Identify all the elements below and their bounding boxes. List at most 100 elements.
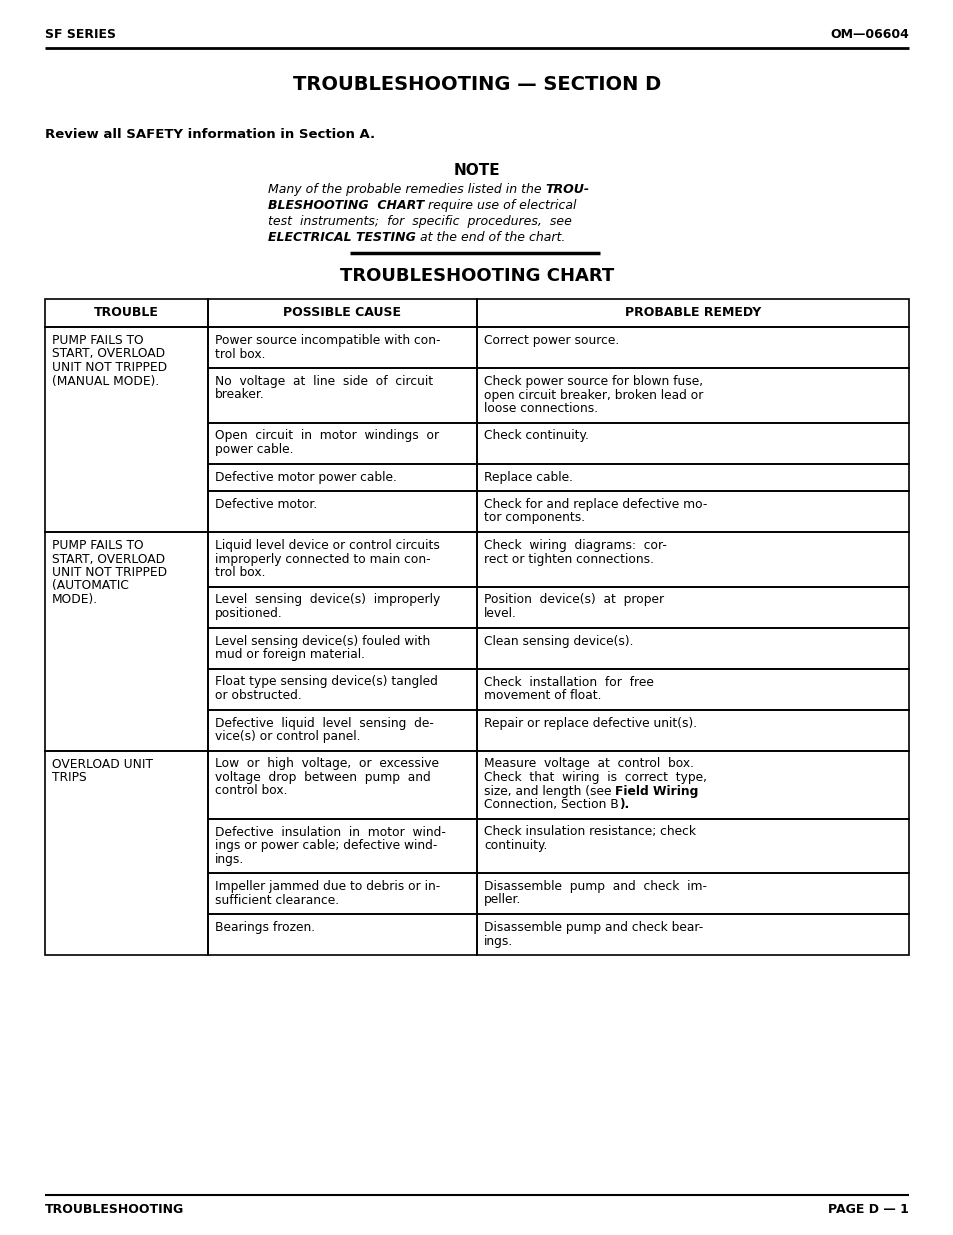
Text: Impeller jammed due to debris or in-: Impeller jammed due to debris or in- — [214, 881, 439, 893]
Text: Field Wiring: Field Wiring — [615, 784, 698, 798]
Text: PROBABLE REMEDY: PROBABLE REMEDY — [624, 305, 760, 319]
Bar — [476, 914, 908, 955]
Bar — [208, 463, 476, 492]
Text: ings.: ings. — [483, 935, 513, 947]
Text: Liquid level device or control circuits: Liquid level device or control circuits — [214, 538, 439, 552]
Text: continuity.: continuity. — [483, 839, 547, 852]
Text: Connection, Section B: Connection, Section B — [483, 798, 618, 811]
Bar — [208, 914, 476, 955]
Text: MODE).: MODE). — [52, 593, 98, 606]
Text: Bearings frozen.: Bearings frozen. — [214, 921, 314, 934]
Text: Check insulation resistance; check: Check insulation resistance; check — [483, 825, 696, 839]
Text: ELECTRICAL TESTING: ELECTRICAL TESTING — [268, 231, 416, 245]
Text: POSSIBLE CAUSE: POSSIBLE CAUSE — [283, 305, 401, 319]
Text: positioned.: positioned. — [214, 606, 282, 620]
Text: level.: level. — [483, 606, 517, 620]
Text: Check for and replace defective mo-: Check for and replace defective mo- — [483, 498, 706, 511]
Bar — [208, 668, 476, 709]
Text: (MANUAL MODE).: (MANUAL MODE). — [52, 374, 159, 388]
Text: TRIPS: TRIPS — [52, 771, 87, 784]
Text: Defective  liquid  level  sensing  de-: Defective liquid level sensing de- — [214, 716, 434, 730]
Bar — [208, 873, 476, 914]
Text: UNIT NOT TRIPPED: UNIT NOT TRIPPED — [52, 566, 167, 579]
Bar — [45, 299, 208, 327]
Text: TROU-: TROU- — [545, 183, 589, 196]
Bar — [208, 327, 476, 368]
Text: ings or power cable; defective wind-: ings or power cable; defective wind- — [214, 839, 436, 852]
Text: TROUBLE: TROUBLE — [94, 305, 159, 319]
Text: (AUTOMATIC: (AUTOMATIC — [52, 579, 129, 593]
Bar — [208, 422, 476, 463]
Text: BLESHOOTING  CHART: BLESHOOTING CHART — [268, 199, 424, 212]
Bar — [476, 463, 908, 492]
Bar — [476, 668, 908, 709]
Text: voltage  drop  between  pump  and: voltage drop between pump and — [214, 771, 431, 784]
Text: PUMP FAILS TO: PUMP FAILS TO — [52, 333, 144, 347]
Text: TROUBLESHOOTING: TROUBLESHOOTING — [45, 1203, 184, 1216]
Bar — [476, 627, 908, 668]
Text: Low  or  high  voltage,  or  excessive: Low or high voltage, or excessive — [214, 757, 438, 771]
Text: Repair or replace defective unit(s).: Repair or replace defective unit(s). — [483, 716, 697, 730]
Text: control box.: control box. — [214, 784, 287, 798]
Text: Correct power source.: Correct power source. — [483, 333, 618, 347]
Text: Defective motor power cable.: Defective motor power cable. — [214, 471, 396, 483]
Bar — [45, 751, 208, 955]
Text: rect or tighten connections.: rect or tighten connections. — [483, 552, 654, 566]
Bar — [476, 873, 908, 914]
Text: Float type sensing device(s) tangled: Float type sensing device(s) tangled — [214, 676, 437, 688]
Text: SF SERIES: SF SERIES — [45, 28, 116, 41]
Bar — [45, 327, 208, 532]
Text: size, and length (see: size, and length (see — [483, 784, 615, 798]
Text: Replace cable.: Replace cable. — [483, 471, 573, 483]
Text: tor components.: tor components. — [483, 511, 584, 525]
Bar — [208, 587, 476, 627]
Text: ings.: ings. — [214, 852, 244, 866]
Bar — [476, 819, 908, 873]
Text: test  instruments;  for  specific  procedures,  see: test instruments; for specific procedure… — [268, 215, 571, 228]
Bar — [476, 299, 908, 327]
Text: vice(s) or control panel.: vice(s) or control panel. — [214, 730, 360, 743]
Text: Check  installation  for  free: Check installation for free — [483, 676, 653, 688]
Bar — [476, 327, 908, 368]
Bar — [476, 532, 908, 587]
Text: Many of the probable remedies listed in the: Many of the probable remedies listed in … — [268, 183, 545, 196]
Text: Level  sensing  device(s)  improperly: Level sensing device(s) improperly — [214, 594, 439, 606]
Bar — [208, 627, 476, 668]
Text: improperly connected to main con-: improperly connected to main con- — [214, 552, 430, 566]
Bar — [476, 422, 908, 463]
Bar — [476, 492, 908, 532]
Text: Disassemble  pump  and  check  im-: Disassemble pump and check im- — [483, 881, 706, 893]
Text: TROUBLESHOOTING — SECTION D: TROUBLESHOOTING — SECTION D — [293, 75, 660, 94]
Text: PUMP FAILS TO: PUMP FAILS TO — [52, 538, 144, 552]
Bar — [208, 532, 476, 587]
Bar — [208, 709, 476, 751]
Text: trol box.: trol box. — [214, 566, 265, 579]
Bar — [208, 299, 476, 327]
Text: Check  wiring  diagrams:  cor-: Check wiring diagrams: cor- — [483, 538, 666, 552]
Text: mud or foreign material.: mud or foreign material. — [214, 648, 365, 661]
Text: PAGE D — 1: PAGE D — 1 — [827, 1203, 908, 1216]
Text: OM—06604: OM—06604 — [829, 28, 908, 41]
Text: Review all SAFETY information in Section A.: Review all SAFETY information in Section… — [45, 128, 375, 141]
Text: Measure  voltage  at  control  box.: Measure voltage at control box. — [483, 757, 693, 771]
Text: Clean sensing device(s).: Clean sensing device(s). — [483, 635, 633, 647]
Bar — [476, 709, 908, 751]
Bar — [208, 368, 476, 422]
Text: movement of float.: movement of float. — [483, 689, 601, 701]
Text: NOTE: NOTE — [454, 163, 499, 178]
Text: ).: ). — [618, 798, 628, 811]
Bar — [476, 751, 908, 819]
Text: peller.: peller. — [483, 893, 521, 906]
Text: Position  device(s)  at  proper: Position device(s) at proper — [483, 594, 663, 606]
Text: OVERLOAD UNIT: OVERLOAD UNIT — [52, 757, 152, 771]
Bar — [476, 587, 908, 627]
Bar — [208, 751, 476, 819]
Text: loose connections.: loose connections. — [483, 403, 598, 415]
Text: Level sensing device(s) fouled with: Level sensing device(s) fouled with — [214, 635, 430, 647]
Text: START, OVERLOAD: START, OVERLOAD — [52, 552, 165, 566]
Text: Check continuity.: Check continuity. — [483, 430, 588, 442]
Text: or obstructed.: or obstructed. — [214, 689, 301, 701]
Text: sufficient clearance.: sufficient clearance. — [214, 893, 338, 906]
Text: Disassemble pump and check bear-: Disassemble pump and check bear- — [483, 921, 702, 934]
Text: power cable.: power cable. — [214, 443, 294, 456]
